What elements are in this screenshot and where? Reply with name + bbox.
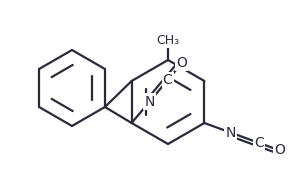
Text: N: N: [145, 95, 155, 109]
Text: O: O: [176, 56, 187, 70]
Text: O: O: [274, 143, 285, 157]
Text: N: N: [226, 126, 236, 139]
Text: CH₃: CH₃: [156, 34, 179, 46]
Text: C: C: [163, 73, 173, 87]
Text: C: C: [254, 136, 264, 150]
